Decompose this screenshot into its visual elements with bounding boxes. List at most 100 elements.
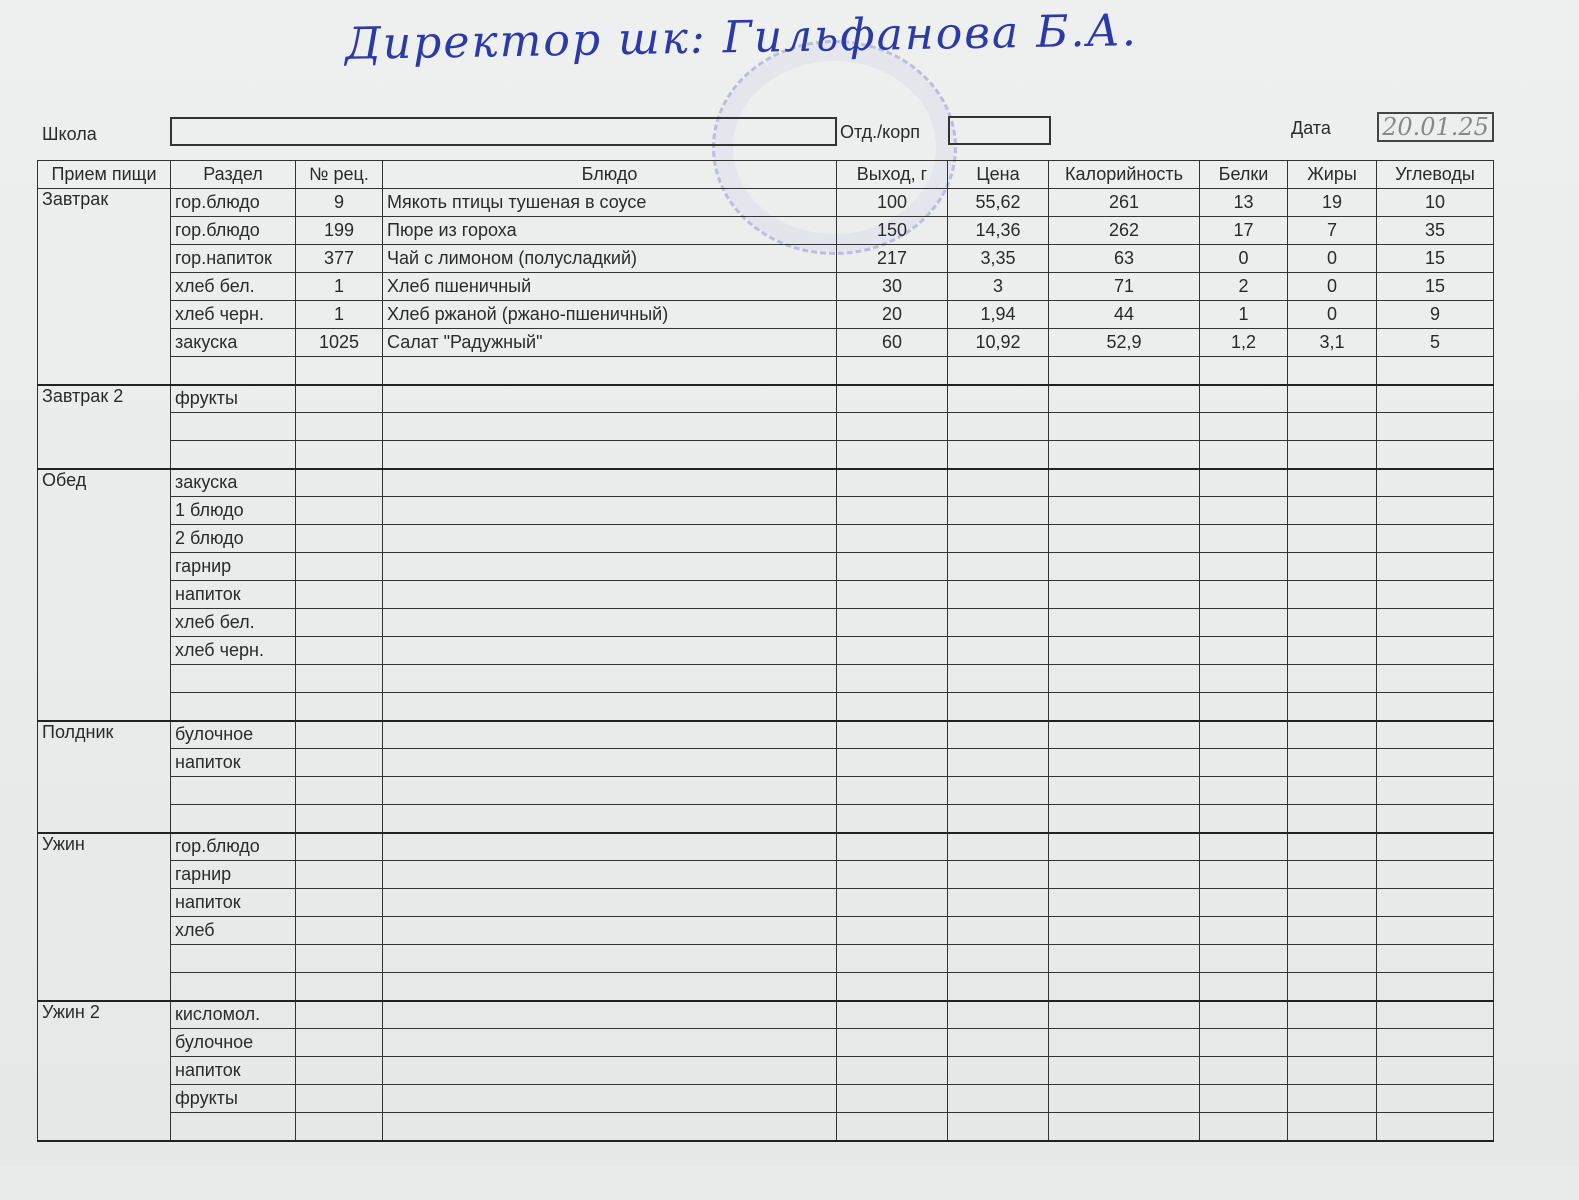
table-cell <box>382 1084 837 1113</box>
table-cell: 7 <box>1287 216 1377 245</box>
table-cell <box>836 1112 948 1142</box>
table-cell: напиток <box>170 580 296 609</box>
table-cell <box>382 748 837 777</box>
table-cell <box>1287 1056 1377 1085</box>
table-cell <box>836 468 948 497</box>
table-cell <box>170 804 296 834</box>
table-cell <box>170 664 296 693</box>
column-header: Калорийность <box>1048 160 1200 189</box>
date-label: Дата <box>1291 118 1331 138</box>
table-cell <box>295 776 383 805</box>
table-cell <box>295 636 383 665</box>
table-cell <box>295 944 383 973</box>
table-cell: хлеб черн. <box>170 300 296 329</box>
table-cell <box>836 804 948 834</box>
table-cell <box>382 608 837 637</box>
table-cell <box>1287 468 1377 497</box>
table-cell <box>947 1112 1049 1142</box>
table-row <box>38 804 1494 834</box>
table-cell <box>1376 720 1494 749</box>
table-row: закуска 1025 Салат "Радужный" 60 10,92 52,9 1,… <box>38 328 1494 357</box>
table-cell <box>1048 944 1200 973</box>
table-cell <box>1376 580 1494 609</box>
table-cell <box>1287 524 1377 553</box>
table-cell <box>1199 692 1288 722</box>
table-cell <box>1048 580 1200 609</box>
table-row: Полдник булочное <box>37 720 1494 834</box>
table-cell <box>1199 720 1288 749</box>
date-field[interactable]: 20.01.25 <box>1377 112 1494 142</box>
column-header: Блюдо <box>382 160 837 189</box>
table-cell <box>836 888 948 917</box>
school-field[interactable] <box>170 117 837 146</box>
table-cell <box>836 720 948 749</box>
table-cell <box>295 1028 383 1057</box>
table-cell: хлеб бел. <box>170 272 296 301</box>
table-cell <box>1199 916 1288 945</box>
table-cell <box>836 1084 948 1113</box>
table-cell: закуска <box>170 328 296 357</box>
table-cell <box>947 664 1049 693</box>
table-cell <box>1199 860 1288 889</box>
table-cell <box>836 440 948 470</box>
meal-name: Завтрак 2 <box>37 384 171 470</box>
table-cell <box>947 1028 1049 1057</box>
table-cell: 9 <box>1376 300 1494 329</box>
table-cell <box>1287 664 1377 693</box>
table-row: напиток <box>38 580 1494 609</box>
table-cell: 1,2 <box>1199 328 1288 357</box>
table-cell <box>1287 832 1377 861</box>
table-cell <box>382 860 837 889</box>
meal-name: Полдник <box>37 720 171 834</box>
table-cell <box>170 972 296 1002</box>
table-cell <box>382 552 837 581</box>
table-cell <box>1287 580 1377 609</box>
dept-field[interactable] <box>948 116 1051 145</box>
table-cell <box>836 608 948 637</box>
table-cell <box>170 776 296 805</box>
table-cell <box>836 1000 948 1029</box>
table-cell <box>1048 384 1200 413</box>
table-cell: Пюре из гороха <box>382 216 837 245</box>
table-cell <box>1376 804 1494 834</box>
table-cell <box>1048 524 1200 553</box>
table-cell <box>295 412 383 441</box>
table-row: гарнир <box>38 552 1494 581</box>
table-cell <box>295 552 383 581</box>
table-cell: 261 <box>1048 188 1200 217</box>
table-cell <box>1199 1028 1288 1057</box>
table-cell <box>1048 356 1200 386</box>
table-cell <box>1287 384 1377 413</box>
column-header: Жиры <box>1287 160 1377 189</box>
table-row: хлеб бел. <box>38 608 1494 637</box>
table-cell <box>947 1056 1049 1085</box>
table-cell <box>947 356 1049 386</box>
table-cell <box>836 636 948 665</box>
table-cell: гор.блюдо <box>170 832 296 861</box>
table-cell <box>295 524 383 553</box>
table-cell <box>1199 580 1288 609</box>
table-cell <box>1048 832 1200 861</box>
meal-name: Ужин 2 <box>37 1000 171 1142</box>
table-cell <box>382 832 837 861</box>
table-cell: Хлеб ржаной (ржано-пшеничный) <box>382 300 837 329</box>
table-cell <box>1376 496 1494 525</box>
table-cell <box>1199 636 1288 665</box>
table-cell <box>947 720 1049 749</box>
column-header: Прием пищи <box>37 160 171 189</box>
table-row: гарнир <box>38 860 1494 889</box>
table-cell <box>382 468 837 497</box>
table-cell <box>836 384 948 413</box>
table-cell <box>947 496 1049 525</box>
table-row: фрукты <box>38 1084 1494 1113</box>
table-cell <box>1199 972 1288 1002</box>
table-cell: 1 блюдо <box>170 496 296 525</box>
table-cell <box>382 580 837 609</box>
table-cell: 0 <box>1287 244 1377 273</box>
table-cell <box>1376 440 1494 470</box>
table-cell <box>1199 384 1288 413</box>
table-cell <box>1199 552 1288 581</box>
table-cell <box>382 412 837 441</box>
table-cell <box>1048 692 1200 722</box>
table-cell <box>947 468 1049 497</box>
